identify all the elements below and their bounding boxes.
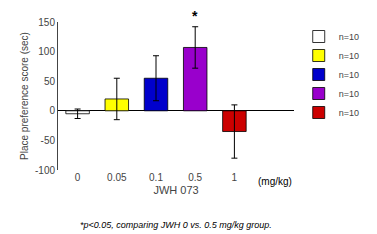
svg-text:0: 0 xyxy=(75,172,81,183)
svg-text:JWH 073: JWH 073 xyxy=(153,184,198,196)
svg-text:0: 0 xyxy=(49,105,55,116)
svg-text:100: 100 xyxy=(38,46,55,57)
svg-text:(mg/kg): (mg/kg) xyxy=(258,176,292,187)
svg-text:n=10: n=10 xyxy=(339,89,359,99)
svg-text:n=10: n=10 xyxy=(339,51,359,61)
svg-text:50: 50 xyxy=(44,76,56,87)
svg-text:n=10: n=10 xyxy=(339,70,359,80)
svg-text:-100: -100 xyxy=(35,165,55,176)
svg-text:*p<0.05, comparing JWH 0 vs. 0: *p<0.05, comparing JWH 0 vs. 0.5 mg/kg g… xyxy=(80,220,272,230)
svg-text:0.5: 0.5 xyxy=(188,172,202,183)
svg-text:n=10: n=10 xyxy=(339,108,359,118)
svg-text:0.05: 0.05 xyxy=(107,172,127,183)
svg-text:0.1: 0.1 xyxy=(149,172,163,183)
svg-text:n=10: n=10 xyxy=(339,32,359,42)
svg-text:1: 1 xyxy=(232,172,238,183)
svg-text:-50: -50 xyxy=(41,135,56,146)
svg-text:*: * xyxy=(192,8,198,24)
svg-text:Place preference score (sec): Place preference score (sec) xyxy=(19,32,30,160)
svg-text:150: 150 xyxy=(38,17,55,28)
